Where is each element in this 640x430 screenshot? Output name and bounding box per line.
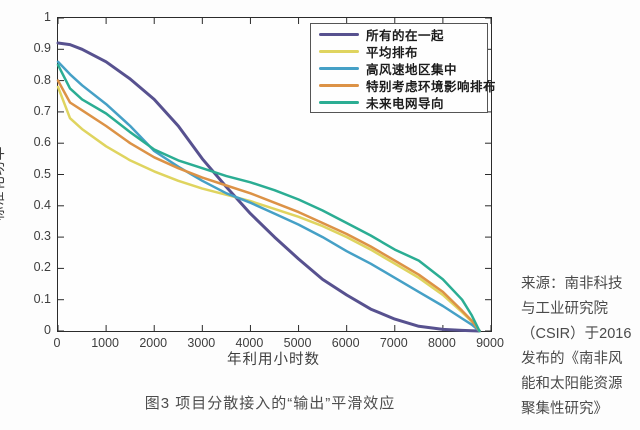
y-axis-title: 标准化功率 xyxy=(0,145,6,221)
series-line-0 xyxy=(56,41,481,333)
x-tick-label: 2000 xyxy=(139,336,168,350)
legend-item: 高风速地区集中 xyxy=(311,60,487,77)
legend-swatch xyxy=(319,50,359,53)
x-tick-label: 4000 xyxy=(235,336,264,350)
legend-swatch xyxy=(319,67,359,70)
source-note-line: 聚集性研究》 xyxy=(521,401,608,417)
legend-label: 所有的在一起 xyxy=(366,29,445,43)
source-note-line: 发布的《南非风 xyxy=(521,351,623,367)
legend-item: 所有的在一起 xyxy=(311,26,487,43)
series-line-1 xyxy=(56,85,481,333)
legend-label: 未来电网导向 xyxy=(366,97,445,111)
legend: 所有的在一起 平均排布 高风速地区集中 特别考虑环境影响排布 未来电网导向 xyxy=(310,23,496,113)
y-tick-label: 1 xyxy=(44,10,51,24)
series-line-3 xyxy=(56,79,481,333)
figure-caption: 图3 项目分散接入的“输出”平滑效应 xyxy=(144,395,396,412)
y-tick-label: 0.7 xyxy=(33,103,51,118)
y-tick-label: 0 xyxy=(44,323,51,337)
legend-swatch xyxy=(319,33,359,36)
x-tick-label: 9000 xyxy=(476,336,504,350)
y-tick-label: 0.5 xyxy=(33,166,51,181)
plot-area: 所有的在一起 平均排布 高风速地区集中 特别考虑环境影响排布 未来电网导向 xyxy=(56,17,496,333)
legend-item: 特别考虑环境影响排布 xyxy=(311,77,496,94)
y-tick-label: 0.9 xyxy=(33,41,51,56)
x-tick-label: 0 xyxy=(53,336,61,350)
series-line-2 xyxy=(56,60,481,333)
x-tick-label: 8000 xyxy=(427,336,456,350)
x-tick-label: 7000 xyxy=(379,336,408,350)
legend-label: 特别考虑环境影响排布 xyxy=(366,80,497,94)
legend-item: 未来电网导向 xyxy=(311,94,487,111)
source-note-line: 能和太阳能资源 xyxy=(521,376,623,392)
legend-swatch xyxy=(319,101,359,104)
x-axis-title: 年利用小时数 xyxy=(227,352,320,368)
y-tick-label: 0.1 xyxy=(33,291,51,306)
legend-label: 高风速地区集中 xyxy=(366,63,458,77)
source-note-line: 来源：南非科技 xyxy=(521,276,623,292)
y-tick-label: 0.8 xyxy=(33,72,51,87)
y-tick-label: 0.3 xyxy=(33,229,51,244)
y-tick-label: 0.4 xyxy=(33,197,51,212)
series-line-4 xyxy=(56,63,481,333)
x-tick-label: 3000 xyxy=(187,336,216,350)
x-tick-label: 1000 xyxy=(91,336,120,350)
source-note-line: （CSIR）于2016 xyxy=(521,326,632,342)
source-note-line: 与工业研究院 xyxy=(521,301,608,317)
legend-label: 平均排布 xyxy=(366,46,419,60)
x-tick-label: 5000 xyxy=(283,336,312,350)
plot-svg xyxy=(56,17,492,333)
legend-item: 平均排布 xyxy=(311,43,487,60)
y-tick-label: 0.2 xyxy=(33,260,51,275)
y-tick-label: 0.6 xyxy=(33,135,51,150)
source-note: 来源：南非科技 与工业研究院 （CSIR）于2016 发布的《南非风 能和太阳能… xyxy=(521,272,640,422)
legend-swatch xyxy=(319,84,359,87)
x-tick-label: 6000 xyxy=(331,336,360,350)
